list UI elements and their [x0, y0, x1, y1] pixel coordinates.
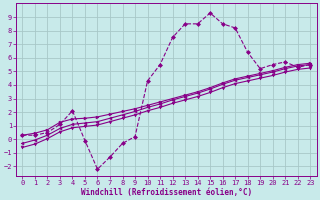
X-axis label: Windchill (Refroidissement éolien,°C): Windchill (Refroidissement éolien,°C) — [81, 188, 252, 197]
